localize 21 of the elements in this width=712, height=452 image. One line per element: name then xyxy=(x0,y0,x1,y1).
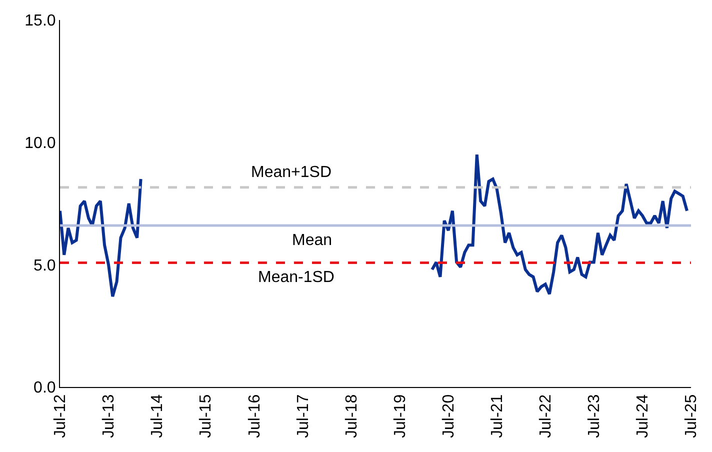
ref-line-label: Mean-1SD xyxy=(258,269,334,286)
x-tick-label: Jul-25 xyxy=(683,394,700,438)
x-tick-label: Jul-12 xyxy=(52,394,70,438)
x-tick-label: Jul-22 xyxy=(538,394,555,438)
y-tick-label: 5.0 xyxy=(34,257,56,274)
x-tick-label: Jul-18 xyxy=(343,394,360,438)
ref-line-label: Mean xyxy=(292,232,332,249)
ref-line-label: Mean+1SD xyxy=(251,164,332,181)
y-tick-label: 10.0 xyxy=(24,134,56,152)
x-tick-label: Jul-24 xyxy=(634,394,652,438)
x-tick-label: Jul-19 xyxy=(392,394,409,438)
y-tick-label: 15.0 xyxy=(24,12,56,30)
x-tick-label: Jul-23 xyxy=(586,394,604,438)
x-tick-label: Jul-17 xyxy=(294,394,312,438)
x-tick-label: Jul-20 xyxy=(440,394,458,438)
y-tick-label: 0.0 xyxy=(34,380,56,397)
x-tick-label: Jul-13 xyxy=(100,394,118,438)
x-tick-label: Jul-16 xyxy=(246,394,264,438)
x-tick-label: Jul-14 xyxy=(149,394,166,438)
x-tick-label: Jul-21 xyxy=(489,394,506,438)
x-tick-label: Jul-15 xyxy=(198,394,215,438)
